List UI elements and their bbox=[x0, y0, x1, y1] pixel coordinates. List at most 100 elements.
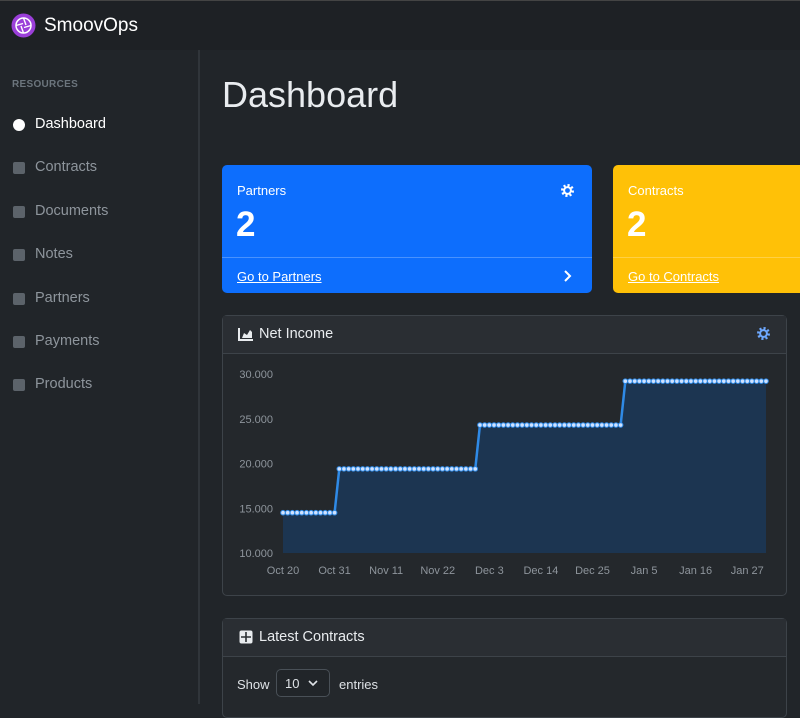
point bbox=[345, 466, 352, 472]
point bbox=[561, 422, 568, 428]
point bbox=[735, 378, 741, 384]
point bbox=[617, 422, 624, 428]
point bbox=[589, 422, 596, 428]
point bbox=[753, 378, 760, 384]
point bbox=[416, 466, 422, 472]
point bbox=[453, 466, 460, 472]
point bbox=[730, 378, 736, 384]
y-tick-label: 20.000 bbox=[239, 459, 273, 471]
point bbox=[303, 509, 310, 516]
chevron-icon[interactable] bbox=[562, 269, 574, 283]
x-tick-label: Nov 11 bbox=[369, 565, 403, 577]
point bbox=[355, 466, 361, 472]
point bbox=[477, 422, 483, 428]
point bbox=[688, 378, 694, 384]
point bbox=[763, 378, 769, 384]
point bbox=[519, 422, 525, 428]
point bbox=[308, 509, 314, 516]
point bbox=[463, 466, 469, 472]
point bbox=[613, 422, 619, 428]
point bbox=[294, 509, 300, 516]
point bbox=[566, 422, 572, 428]
point bbox=[369, 466, 375, 472]
y-tick-label: 15.000 bbox=[239, 503, 273, 515]
point bbox=[495, 422, 502, 428]
point bbox=[322, 509, 329, 516]
y-tick-label: 25.000 bbox=[239, 414, 273, 426]
table-panel: Latest Contracts Show 10 entries bbox=[222, 618, 787, 718]
page-title: Dashboard bbox=[222, 74, 399, 115]
point bbox=[622, 378, 629, 384]
point bbox=[298, 509, 305, 516]
point bbox=[505, 422, 511, 428]
point bbox=[317, 509, 324, 516]
point bbox=[388, 466, 394, 472]
point bbox=[402, 466, 408, 472]
point bbox=[711, 378, 718, 384]
x-tick-label: Dec 25 bbox=[575, 565, 610, 577]
nav-item[interactable]: Documents bbox=[35, 203, 109, 219]
point bbox=[552, 422, 558, 428]
x-tick-label: Dec 14 bbox=[523, 565, 558, 577]
settings-icon[interactable] bbox=[756, 326, 771, 341]
point bbox=[678, 378, 685, 384]
x-tick-label: Nov 22 bbox=[420, 565, 455, 577]
y-tick-label: 10.000 bbox=[239, 548, 273, 560]
nav-item[interactable]: Notes bbox=[35, 246, 73, 262]
point bbox=[641, 378, 647, 384]
point bbox=[420, 466, 427, 472]
nav-icon bbox=[13, 119, 25, 131]
nav-item[interactable]: Contracts bbox=[35, 159, 98, 175]
point bbox=[603, 422, 610, 428]
point bbox=[364, 466, 371, 472]
point bbox=[636, 378, 643, 384]
panel-title: Net Income bbox=[259, 326, 334, 342]
point bbox=[631, 378, 638, 384]
settings-icon[interactable] bbox=[560, 183, 575, 198]
point bbox=[378, 466, 385, 472]
nav-icon bbox=[13, 336, 25, 348]
x-tick-label: Oct 20 bbox=[267, 565, 299, 577]
point bbox=[706, 378, 713, 384]
point bbox=[313, 509, 319, 516]
point bbox=[500, 422, 507, 428]
table-icon bbox=[239, 630, 253, 644]
stat-card: Contracts 2 Go to Contracts bbox=[613, 165, 800, 293]
nav-item[interactable]: Payments bbox=[35, 333, 100, 349]
point bbox=[580, 422, 586, 428]
point bbox=[289, 509, 296, 516]
point bbox=[650, 378, 657, 384]
card-link[interactable]: Go to Partners bbox=[237, 269, 322, 284]
point bbox=[444, 466, 450, 472]
point bbox=[284, 509, 291, 516]
nav-item[interactable]: Partners bbox=[35, 290, 90, 306]
point bbox=[467, 466, 474, 472]
point bbox=[739, 378, 746, 384]
point bbox=[655, 378, 661, 384]
entries-label: entries bbox=[339, 677, 379, 692]
brand[interactable]: SmoovOps bbox=[44, 15, 138, 36]
point bbox=[439, 466, 446, 472]
point bbox=[383, 466, 389, 472]
point bbox=[392, 466, 399, 472]
chart-icon bbox=[238, 328, 253, 341]
card-link[interactable]: Go to Contracts bbox=[628, 269, 720, 284]
length-select[interactable]: 10 bbox=[276, 669, 330, 697]
nav-item[interactable]: Products bbox=[35, 376, 93, 392]
logo[interactable] bbox=[11, 13, 36, 38]
point bbox=[430, 466, 436, 472]
point bbox=[341, 466, 347, 472]
point bbox=[449, 466, 455, 472]
point bbox=[599, 422, 605, 428]
point bbox=[702, 378, 708, 384]
point bbox=[486, 422, 493, 428]
point bbox=[359, 466, 366, 472]
point bbox=[533, 422, 540, 428]
point bbox=[509, 422, 516, 428]
point bbox=[627, 378, 633, 384]
nav-item[interactable]: Dashboard bbox=[35, 116, 106, 132]
point bbox=[547, 422, 554, 428]
panel-header: Net Income bbox=[223, 316, 786, 354]
point bbox=[397, 466, 404, 472]
point bbox=[458, 466, 464, 472]
